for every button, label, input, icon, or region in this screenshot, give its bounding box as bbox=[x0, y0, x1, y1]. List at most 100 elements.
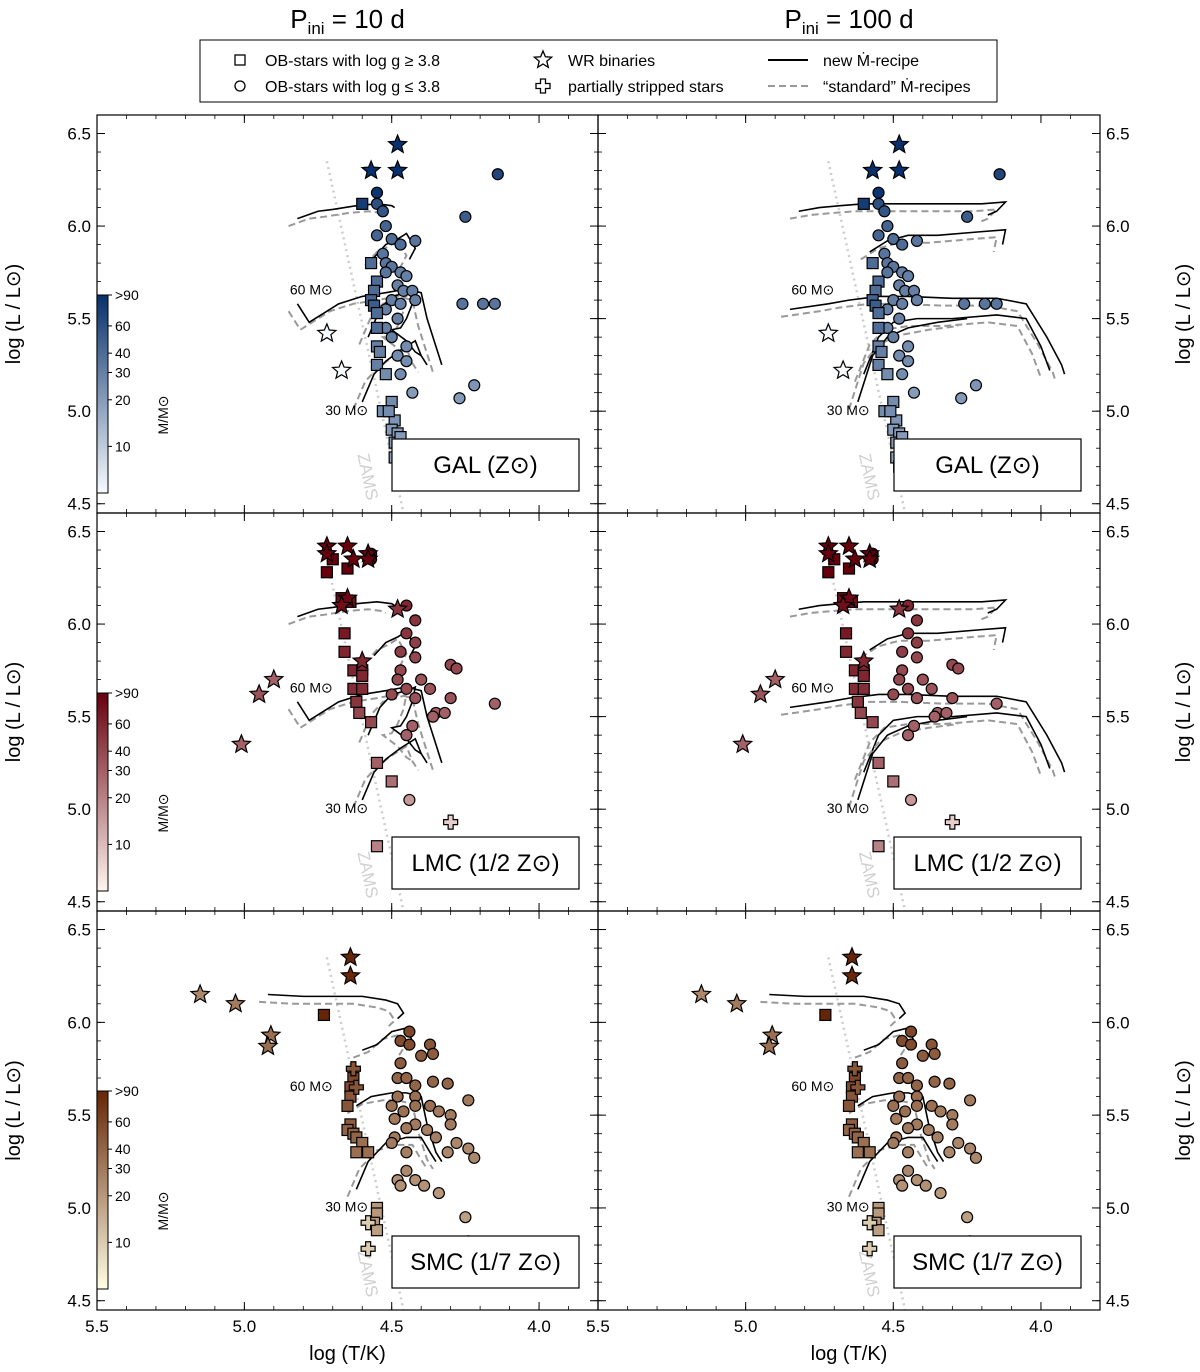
new-recipe-track bbox=[267, 993, 405, 1020]
x-tick-label: 5.0 bbox=[233, 1317, 257, 1336]
new-recipe-track bbox=[863, 712, 1051, 773]
circle-point bbox=[963, 1142, 977, 1155]
legend-plus-marker bbox=[535, 78, 551, 94]
square-point bbox=[857, 682, 870, 695]
circle-point bbox=[931, 1131, 944, 1144]
y-axis-label: log (L / L⊙) bbox=[1173, 1060, 1195, 1161]
square-point bbox=[872, 756, 885, 770]
plus-point bbox=[345, 1061, 361, 1077]
y-tick-label: 6.5 bbox=[67, 523, 91, 542]
colorbar-tick-label: 10 bbox=[115, 1234, 131, 1250]
star-point bbox=[248, 683, 270, 704]
circle-point bbox=[910, 1079, 924, 1092]
mass-label-30: 30 M⊙ bbox=[325, 402, 368, 418]
standard-track bbox=[848, 723, 959, 808]
circle-point bbox=[893, 349, 906, 362]
x-axis-label: log (T/K) bbox=[811, 1343, 888, 1365]
zams-label: ZAMS bbox=[353, 850, 381, 900]
square-point bbox=[341, 562, 354, 575]
circle-point bbox=[878, 205, 891, 218]
square-point bbox=[842, 1099, 856, 1112]
circle-point bbox=[904, 1025, 918, 1038]
star-point bbox=[853, 649, 875, 671]
new-recipe-track bbox=[296, 288, 443, 366]
circle-point bbox=[409, 636, 422, 649]
circle-point bbox=[907, 719, 921, 732]
legend-label: new Ṁ-recipe bbox=[823, 51, 919, 70]
plus-point bbox=[360, 1215, 376, 1231]
square-point bbox=[881, 368, 894, 381]
star-point bbox=[331, 594, 353, 615]
square-point bbox=[373, 345, 387, 359]
mass-label-60: 60 M⊙ bbox=[791, 282, 834, 298]
circle-point bbox=[406, 719, 419, 732]
plus-point bbox=[847, 1061, 863, 1077]
y-tick-label: 4.5 bbox=[1106, 893, 1130, 912]
galaxy-label-box bbox=[391, 438, 580, 492]
y-tick-label: 4.5 bbox=[67, 893, 91, 912]
y-axis-label: log (L / L⊙) bbox=[3, 662, 25, 763]
circle-point bbox=[385, 688, 398, 701]
circle-point bbox=[901, 269, 915, 283]
star-point bbox=[387, 133, 409, 154]
colorbar-tick-label: 30 bbox=[115, 1161, 131, 1177]
circle-point bbox=[896, 1179, 909, 1192]
circle-point bbox=[904, 793, 918, 807]
circle-point bbox=[391, 1090, 404, 1103]
colorbar-tick-label: 20 bbox=[115, 790, 131, 806]
column-title-sub: ini bbox=[308, 19, 325, 38]
x-tick-label: 5.5 bbox=[85, 1317, 109, 1336]
x-tick-label: 4.5 bbox=[380, 1317, 404, 1336]
circle-point bbox=[887, 232, 900, 246]
circle-point bbox=[450, 662, 463, 675]
colorbar-tick-label: 60 bbox=[115, 318, 131, 334]
circle-point bbox=[409, 1173, 422, 1187]
circle-point bbox=[910, 651, 924, 664]
y-tick-label: 4.5 bbox=[67, 495, 91, 514]
legend-label: OB-stars with log g ≤ 3.8 bbox=[265, 79, 440, 96]
star-point bbox=[838, 535, 860, 556]
circle-point bbox=[952, 662, 965, 675]
circle-point bbox=[896, 297, 909, 310]
square-point bbox=[356, 669, 369, 683]
circle-point bbox=[910, 294, 924, 307]
y-tick-label: 6.5 bbox=[67, 921, 91, 940]
circle-point bbox=[488, 697, 501, 710]
zams-label: ZAMS bbox=[855, 452, 883, 502]
x-tick-label: 4.0 bbox=[1029, 1317, 1053, 1336]
square-point bbox=[839, 645, 853, 658]
panel: ZAMS 60 M⊙ 30 M⊙ LMC (1/2 Z⊙) 4.5 5.0 5.5 6.0 6.… bbox=[597, 512, 1195, 912]
circle-point bbox=[400, 1071, 413, 1085]
square-point bbox=[872, 358, 885, 372]
plus-point bbox=[850, 1079, 866, 1095]
circle-point bbox=[409, 1079, 422, 1092]
circle-point bbox=[391, 673, 404, 686]
circle-point bbox=[934, 1186, 947, 1200]
y-tick-label: 6.0 bbox=[1106, 1013, 1130, 1032]
circle-point bbox=[893, 673, 906, 686]
standard-track bbox=[848, 1099, 936, 1170]
circle-point bbox=[943, 1077, 956, 1090]
circle-point bbox=[400, 1164, 413, 1177]
new-recipe-track bbox=[857, 715, 968, 801]
circle-point bbox=[400, 355, 413, 368]
y-tick-label: 4.5 bbox=[67, 1292, 91, 1311]
y-tick-label: 5.5 bbox=[67, 708, 91, 727]
circle-point bbox=[394, 1179, 407, 1192]
square-point bbox=[370, 840, 384, 853]
square-point bbox=[341, 1099, 354, 1112]
circle-point bbox=[893, 1090, 906, 1103]
column-title: Pini = 10 d bbox=[290, 4, 405, 38]
circle-point bbox=[916, 1049, 929, 1062]
mass-label-60: 60 M⊙ bbox=[791, 1078, 834, 1094]
circle-point bbox=[403, 1025, 416, 1038]
y-axis-label: log (L / L⊙) bbox=[3, 1060, 25, 1161]
star-point bbox=[841, 946, 863, 967]
y-tick-label: 6.5 bbox=[1106, 921, 1130, 940]
new-recipe-track bbox=[857, 1136, 939, 1190]
circle-point bbox=[409, 294, 422, 307]
circle-point bbox=[456, 297, 469, 310]
zams-line bbox=[325, 957, 405, 1310]
circle-point bbox=[394, 1057, 407, 1070]
